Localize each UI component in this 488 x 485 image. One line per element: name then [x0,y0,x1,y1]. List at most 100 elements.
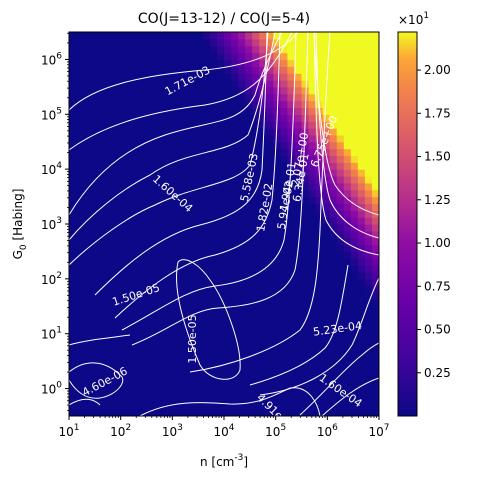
heatmap-cell [266,80,274,88]
heatmap-cell [336,93,345,102]
colorbar-tick-label: 0.50 [424,323,451,337]
heatmap-cell [322,196,331,205]
heatmap-cell [336,128,345,136]
heatmap-cell [364,278,373,287]
heatmap-cell [231,73,239,81]
heatmap-cell [280,38,289,47]
heatmap-cell [322,189,331,198]
y-tick-label: 106 [41,51,62,67]
heatmap-cell [371,52,379,61]
y-axis-label: G0 [Habing] [11,189,29,260]
heatmap-cell [308,155,317,163]
heatmap-cell [371,230,379,239]
heatmap-cell [371,251,379,259]
heatmap-cell [322,73,331,81]
heatmap-cell [343,176,352,184]
heatmap-cell [322,203,331,211]
contour-line [249,264,349,386]
x-tick-label: 101 [58,423,79,439]
heatmap-cell [329,38,338,47]
heatmap-cell [350,45,359,54]
contour-line [176,259,241,380]
heatmap-cell [357,107,366,115]
heatmap-cell [357,176,366,184]
heatmap-cell [280,141,289,150]
heatmap-cell [287,59,296,67]
heatmap-cell [357,80,366,88]
heatmap-cell [322,107,331,115]
heatmap-cell [343,210,352,218]
heatmap-cell [350,86,359,95]
heatmap-cell [357,32,366,40]
heatmap-cell [259,66,267,74]
heatmap-cell [350,182,359,191]
heatmap-cell [308,128,317,136]
heatmap-cell [343,45,352,54]
heatmap-cell [280,52,289,61]
heatmap-cell [329,66,338,74]
heatmap-cell [371,93,379,102]
heatmap-cell [371,66,379,74]
y-tick-label: 104 [41,161,62,177]
heatmap-cell [336,80,345,88]
heatmap-cell [336,217,345,225]
heatmap-cell [357,134,366,143]
heatmap-cell [308,196,317,205]
heatmap-cell [322,141,331,150]
heatmap-cell [315,52,324,61]
heatmap-cell [350,66,359,74]
heatmap-cell [350,189,359,198]
heatmap-cell [336,73,345,81]
heatmap-cell [322,45,331,54]
heatmap-cell [308,52,317,61]
heatmap-cell [364,244,373,253]
heatmap-cell [357,251,366,259]
heatmap-cell [301,162,310,170]
heatmap-cell [301,45,310,54]
heatmap-cell [287,38,296,47]
heatmap-cell [287,73,296,81]
heatmap-cell [350,210,359,218]
heatmap-cell [322,169,331,177]
heatmap-cell [301,182,310,191]
heatmap-cell [350,251,359,259]
heatmap-cell [315,148,324,157]
heatmap-cell [364,217,373,225]
heatmap-cell [273,93,281,102]
heatmap-cell [343,73,352,81]
heatmap-cell [357,121,366,129]
heatmap-cell [209,38,218,47]
heatmap-cell [280,155,289,163]
heatmap-cell [266,128,274,136]
heatmap-cell [322,32,331,40]
heatmap-cell [343,93,352,102]
heatmap-cell [343,251,352,259]
heatmap-cell [329,114,338,122]
contour-line [321,377,379,416]
heatmap-cell [301,38,310,47]
heatmap-cell [357,59,366,67]
heatmap-cell [322,128,331,136]
heatmap-cell [350,128,359,136]
heatmap-cell [364,237,373,246]
heatmap-cell [371,224,379,232]
heatmap-cell [322,148,331,157]
heatmap-cell [336,203,345,211]
heatmap-cell [287,100,296,109]
heatmap-cell [259,114,267,122]
heatmap-cell [364,80,373,88]
heatmap-cell [308,45,317,54]
heatmap-cell [336,182,345,191]
heatmap-cell [371,299,379,307]
heatmap-cell [252,114,260,122]
heatmap-cell [357,210,366,218]
heatmap-cell [343,182,352,191]
heatmap-cell [343,169,352,177]
heatmap-cell [343,80,352,88]
heatmap-cell [350,169,359,177]
heatmap-cell [371,182,379,191]
heatmap-cell [259,93,267,102]
heatmap-cell [343,141,352,150]
